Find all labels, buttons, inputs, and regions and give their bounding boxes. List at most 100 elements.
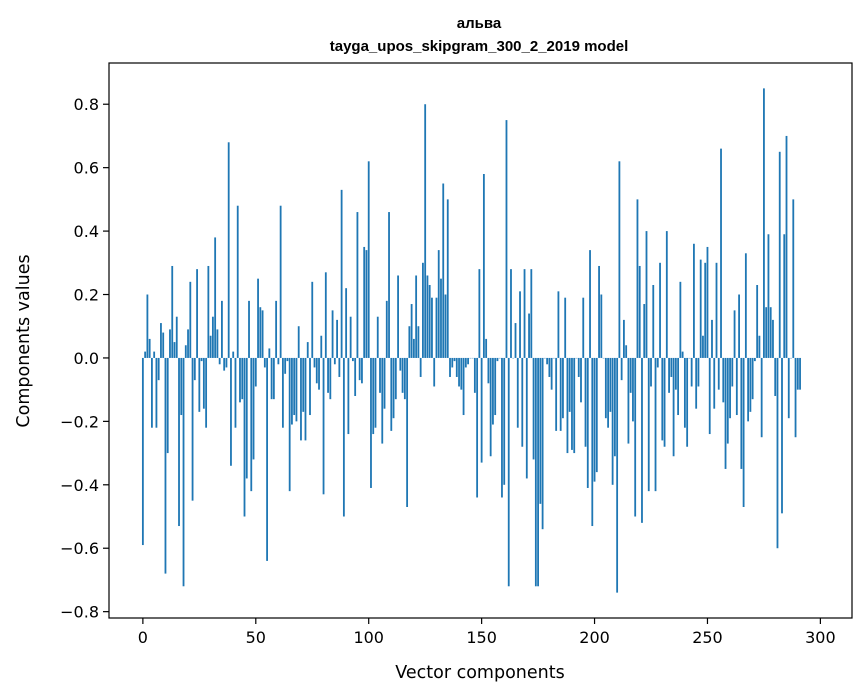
bar-280 xyxy=(774,357,777,396)
bar-191 xyxy=(573,357,576,454)
bar-37 xyxy=(225,357,228,368)
bar-74 xyxy=(309,357,311,416)
bar-43 xyxy=(239,357,241,403)
bar-205 xyxy=(604,357,607,419)
bar-46 xyxy=(245,357,248,479)
bar-143 xyxy=(464,357,467,368)
bar-70 xyxy=(300,357,302,441)
bar-149 xyxy=(478,269,481,358)
bar-8 xyxy=(160,323,162,358)
bar-63 xyxy=(284,357,287,374)
bar-35 xyxy=(221,300,223,358)
bar-259 xyxy=(726,357,729,444)
bar-222 xyxy=(643,304,646,358)
bar-62 xyxy=(281,357,284,428)
bar-250 xyxy=(706,246,709,358)
y-axis-ticks: −0.8 −0.6 −0.4 −0.2 0.0 0.2 0.4 0.6 0.8 xyxy=(60,95,109,622)
bar-132 xyxy=(440,278,442,358)
bar-183 xyxy=(555,357,558,431)
bar-67 xyxy=(293,357,296,416)
bar-107 xyxy=(383,357,386,409)
bar-89 xyxy=(342,357,345,517)
bar-171 xyxy=(528,313,530,358)
bar-71 xyxy=(302,357,305,412)
bar-97 xyxy=(361,357,363,384)
bar-78 xyxy=(318,357,320,390)
x-axis-label: Vector components xyxy=(395,663,564,683)
bar-99 xyxy=(365,250,368,358)
bar-137 xyxy=(451,357,454,368)
bar-76 xyxy=(313,357,316,368)
bar-131 xyxy=(437,250,440,358)
bar-216 xyxy=(629,357,632,393)
bar-18 xyxy=(182,357,185,587)
bar-118 xyxy=(408,326,411,358)
bar-236 xyxy=(674,357,677,390)
bar-130 xyxy=(435,297,438,358)
bar-190 xyxy=(571,357,573,450)
bar-19 xyxy=(184,345,187,358)
bar-119 xyxy=(410,304,413,358)
bar-42 xyxy=(236,205,239,358)
bar-1 xyxy=(144,351,147,358)
bar-2 xyxy=(146,294,149,358)
bar-251 xyxy=(708,357,711,435)
bar-179 xyxy=(546,357,549,365)
bar-95 xyxy=(356,212,359,358)
bar-128 xyxy=(431,297,433,358)
bar-218 xyxy=(634,357,637,517)
bar-51 xyxy=(257,278,259,358)
bar-113 xyxy=(397,275,399,358)
bar-87 xyxy=(338,357,341,377)
bar-264 xyxy=(738,294,740,358)
bar-26 xyxy=(200,357,203,362)
bar-9 xyxy=(162,332,165,358)
bar-61 xyxy=(279,205,282,358)
bar-64 xyxy=(286,357,289,362)
bar-291 xyxy=(799,357,801,390)
bar-65 xyxy=(288,357,291,492)
bar-22 xyxy=(191,357,194,501)
bar-265 xyxy=(740,357,743,469)
bar-125 xyxy=(424,104,427,358)
x-axis-ticks: 0 50 100 150 200 250 300 xyxy=(138,618,836,647)
x-tick-label: 0 xyxy=(138,628,148,647)
bar-232 xyxy=(665,231,668,358)
bar-170 xyxy=(525,357,528,479)
bar-288 xyxy=(792,199,795,358)
bar-157 xyxy=(496,357,499,362)
bar-167 xyxy=(519,291,521,358)
bar-229 xyxy=(659,262,661,358)
bar-208 xyxy=(611,357,614,485)
bar-5 xyxy=(153,351,156,358)
bar-33 xyxy=(216,329,219,358)
bar-30 xyxy=(209,335,212,358)
bar-151 xyxy=(482,174,485,358)
bar-133 xyxy=(442,183,445,358)
bar-241 xyxy=(686,357,689,447)
bar-80 xyxy=(322,357,325,495)
bar-244 xyxy=(693,243,695,358)
bar-134 xyxy=(444,294,447,358)
y-tick-label: 0.8 xyxy=(74,95,99,114)
chart-title: альва xyxy=(457,15,502,32)
bar-108 xyxy=(385,300,388,358)
bar-254 xyxy=(715,262,718,358)
bar-161 xyxy=(505,120,508,358)
bar-73 xyxy=(306,342,309,358)
bar-96 xyxy=(358,357,361,381)
x-tick-label: 200 xyxy=(579,628,610,647)
bar-230 xyxy=(661,357,664,441)
bar-20 xyxy=(187,329,189,358)
bar-203 xyxy=(600,294,603,358)
x-tick-label: 100 xyxy=(353,628,384,647)
bar-177 xyxy=(541,357,544,530)
bar-224 xyxy=(647,357,650,492)
x-tick-label: 150 xyxy=(466,628,497,647)
bar-77 xyxy=(315,357,318,384)
bar-82 xyxy=(327,357,329,393)
bar-48 xyxy=(250,357,253,492)
bar-100 xyxy=(367,161,370,358)
bar-286 xyxy=(787,357,790,419)
bar-21 xyxy=(189,281,192,358)
